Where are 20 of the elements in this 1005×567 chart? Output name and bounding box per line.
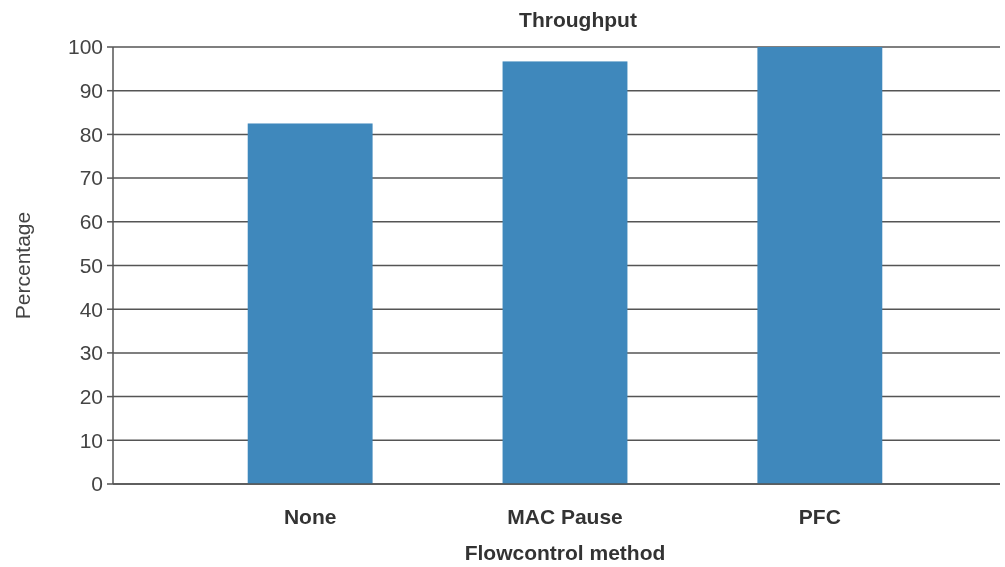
x-tick-label: MAC Pause: [507, 505, 623, 528]
y-tick-label: 10: [79, 428, 103, 452]
bar: [502, 61, 628, 484]
y-tick-label: 80: [79, 122, 103, 146]
y-tick-label: 30: [79, 341, 103, 365]
chart-title: Throughput: [519, 8, 637, 31]
y-tick-label: 70: [79, 166, 103, 190]
bar: [757, 47, 883, 484]
y-tick-label: 50: [79, 253, 103, 277]
y-tick-label: 60: [79, 210, 103, 234]
x-tick-label: PFC: [798, 505, 841, 528]
x-tick-label: None: [283, 505, 337, 528]
y-tick-label: 100: [67, 35, 103, 59]
y-tick-label: 40: [79, 297, 103, 321]
x-axis-title: Flowcontrol method: [464, 541, 666, 564]
bar: [247, 123, 373, 484]
y-axis-title: Percentage: [11, 211, 34, 320]
y-tick-label: 20: [79, 384, 103, 408]
y-tick-label: 90: [79, 79, 103, 103]
y-tick-label: 0: [91, 472, 103, 496]
